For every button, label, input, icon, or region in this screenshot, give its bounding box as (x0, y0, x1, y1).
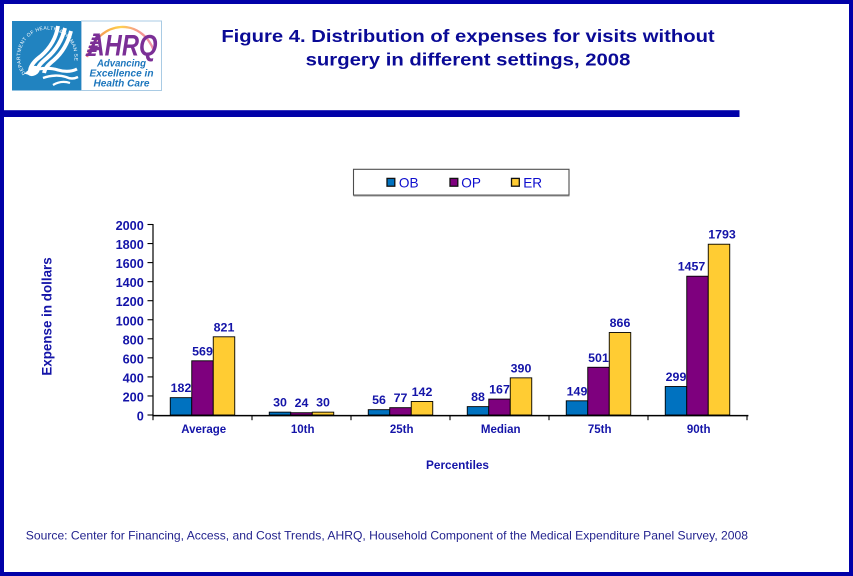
svg-text:77: 77 (394, 391, 408, 405)
svg-text:AHRQ: AHRQ (87, 29, 158, 62)
svg-text:800: 800 (123, 333, 144, 347)
svg-text:Figure 4. Distribution of expe: Figure 4. Distribution of expenses for v… (221, 27, 715, 47)
svg-text:56: 56 (372, 393, 386, 407)
svg-text:10th: 10th (291, 424, 315, 436)
svg-text:88: 88 (471, 390, 485, 404)
svg-text:OB: OB (399, 175, 419, 190)
svg-text:24: 24 (295, 396, 309, 410)
svg-text:25th: 25th (390, 424, 414, 436)
svg-text:Average: Average (181, 424, 226, 436)
svg-text:142: 142 (412, 385, 433, 399)
svg-text:0: 0 (137, 410, 144, 424)
svg-text:167: 167 (489, 383, 510, 397)
svg-text:1600: 1600 (116, 257, 144, 271)
svg-text:390: 390 (511, 361, 532, 375)
svg-text:30: 30 (316, 396, 330, 410)
svg-text:surgery in different settings,: surgery in different settings, 2008 (306, 51, 631, 71)
svg-text:182: 182 (171, 381, 192, 395)
svg-text:299: 299 (666, 370, 687, 384)
svg-text:2000: 2000 (116, 219, 144, 233)
svg-text:866: 866 (610, 316, 631, 330)
svg-text:30: 30 (273, 396, 287, 410)
svg-text:75th: 75th (588, 424, 612, 436)
svg-text:400: 400 (123, 371, 144, 385)
svg-text:821: 821 (214, 320, 235, 334)
svg-text:1200: 1200 (116, 295, 144, 309)
svg-text:1000: 1000 (116, 314, 144, 328)
svg-text:1800: 1800 (116, 238, 144, 252)
svg-text:Health Care: Health Care (94, 78, 151, 89)
svg-text:Source: Center for Financing,: Source: Center for Financing, Access, an… (26, 529, 749, 543)
svg-text:1400: 1400 (116, 276, 144, 290)
svg-text:OP: OP (461, 175, 481, 190)
svg-text:501: 501 (588, 351, 609, 365)
svg-text:569: 569 (192, 344, 213, 358)
svg-text:90th: 90th (687, 424, 711, 436)
svg-text:1793: 1793 (708, 228, 736, 242)
svg-text:Advancing: Advancing (96, 58, 146, 69)
svg-text:Expense in dollars: Expense in dollars (40, 257, 55, 375)
svg-text:ER: ER (523, 175, 542, 190)
svg-text:600: 600 (123, 352, 144, 366)
svg-text:200: 200 (123, 390, 144, 404)
svg-text:Median: Median (481, 424, 521, 436)
svg-text:1457: 1457 (678, 260, 706, 274)
svg-text:149: 149 (567, 384, 588, 398)
svg-text:Excellence in: Excellence in (90, 68, 154, 79)
svg-text:Percentiles: Percentiles (426, 458, 489, 472)
